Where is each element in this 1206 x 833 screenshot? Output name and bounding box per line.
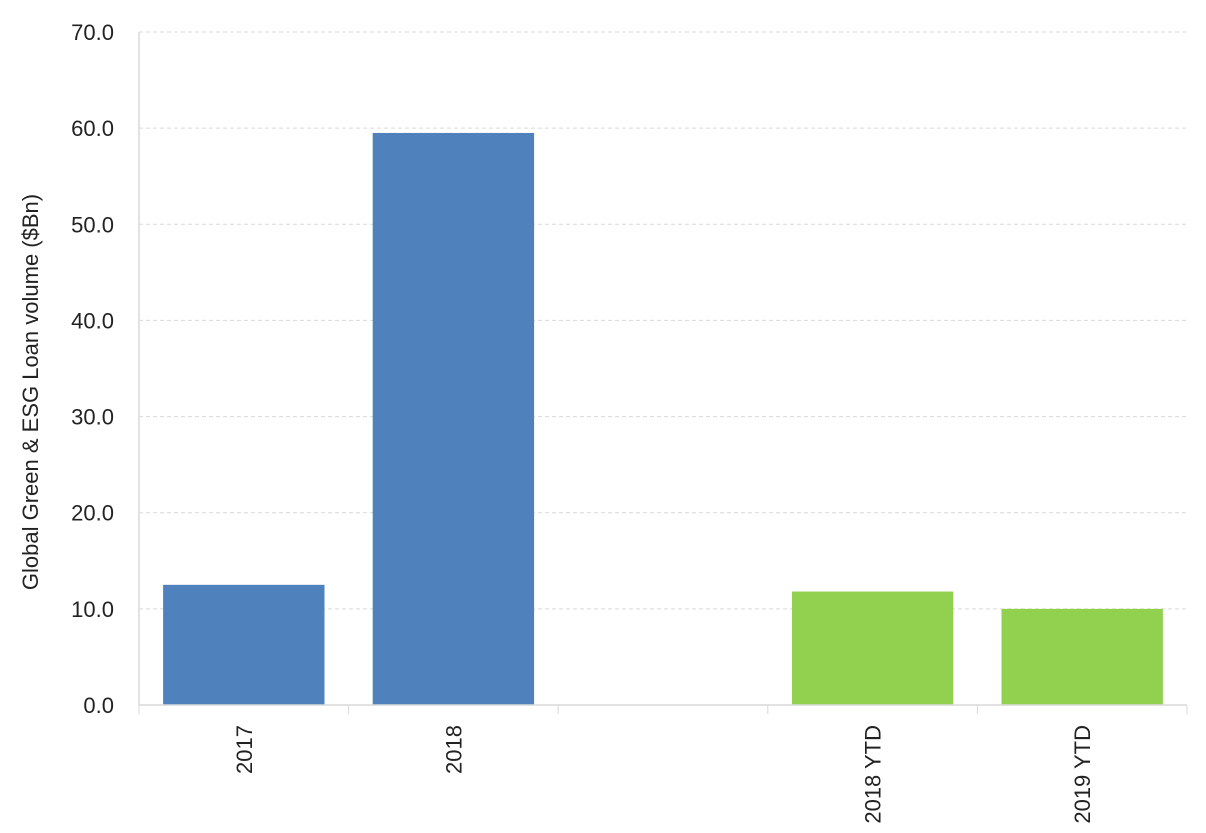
bar [791,591,954,705]
y-tick-label: 20.0 [71,501,114,526]
bars [163,132,1163,705]
y-tick-label: 40.0 [71,308,114,333]
axes [138,32,1188,714]
bar [1001,608,1163,705]
y-tick-label: 30.0 [71,405,114,430]
y-tick-label: 10.0 [71,597,114,622]
y-tick-label: 0.0 [83,693,114,718]
bar [372,132,535,705]
x-tick-label: 2018 YTD [861,725,886,824]
x-tick-label: 2018 [441,725,466,774]
x-tick-label: 2019 YTD [1070,725,1095,824]
x-tick-labels: 2017 2018 2018 YTD 2019 YTD [232,725,1095,824]
y-tick-labels: 0.0 10.0 20.0 30.0 40.0 50.0 60.0 70.0 [71,20,114,718]
y-tick-label: 60.0 [71,116,114,141]
y-tick-label: 50.0 [71,212,114,237]
gridlines [139,31,1187,610]
x-tick-label: 2017 [232,725,257,774]
bar [163,584,325,705]
y-tick-label: 70.0 [71,20,114,45]
y-axis-label: Global Green & ESG Loan volume ($Bn) [18,194,43,590]
